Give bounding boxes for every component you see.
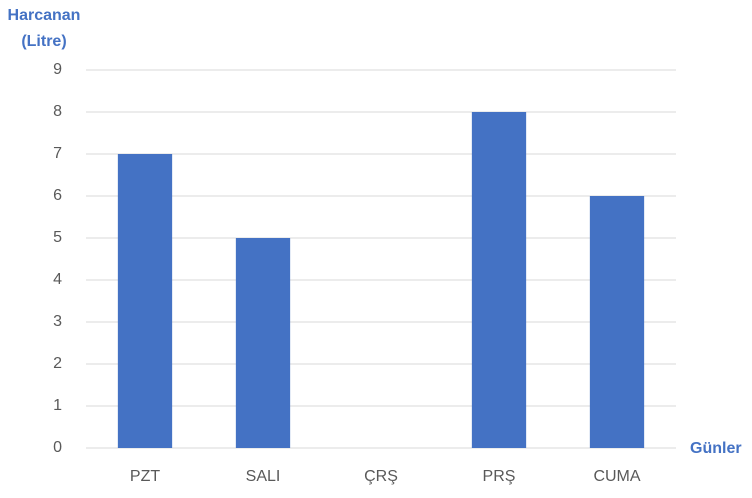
x-tick-label: PRŞ — [483, 468, 516, 485]
y-tick-label: 4 — [53, 271, 62, 288]
bar — [589, 196, 645, 448]
bar — [471, 112, 527, 448]
x-tick-label: SALI — [246, 468, 281, 485]
x-tick-label: CUMA — [593, 468, 640, 485]
x-tick-label: PZT — [130, 468, 160, 485]
y-tick-label: 2 — [53, 355, 62, 372]
y-tick-label: 6 — [53, 187, 62, 204]
y-tick-label: 0 — [53, 439, 62, 456]
y-tick-label: 9 — [53, 61, 62, 78]
y-tick-label: 1 — [53, 397, 62, 414]
y-axis-title: (Litre) — [21, 33, 66, 50]
x-axis-title: Günler — [690, 440, 742, 457]
x-tick-label: ÇRŞ — [364, 468, 398, 485]
y-axis-title: Harcanan — [8, 7, 81, 24]
bar — [235, 238, 291, 448]
bar — [117, 154, 173, 448]
y-tick-label: 7 — [53, 145, 62, 162]
y-tick-label: 8 — [53, 103, 62, 120]
y-tick-label: 3 — [53, 313, 62, 330]
y-tick-label: 5 — [53, 229, 62, 246]
